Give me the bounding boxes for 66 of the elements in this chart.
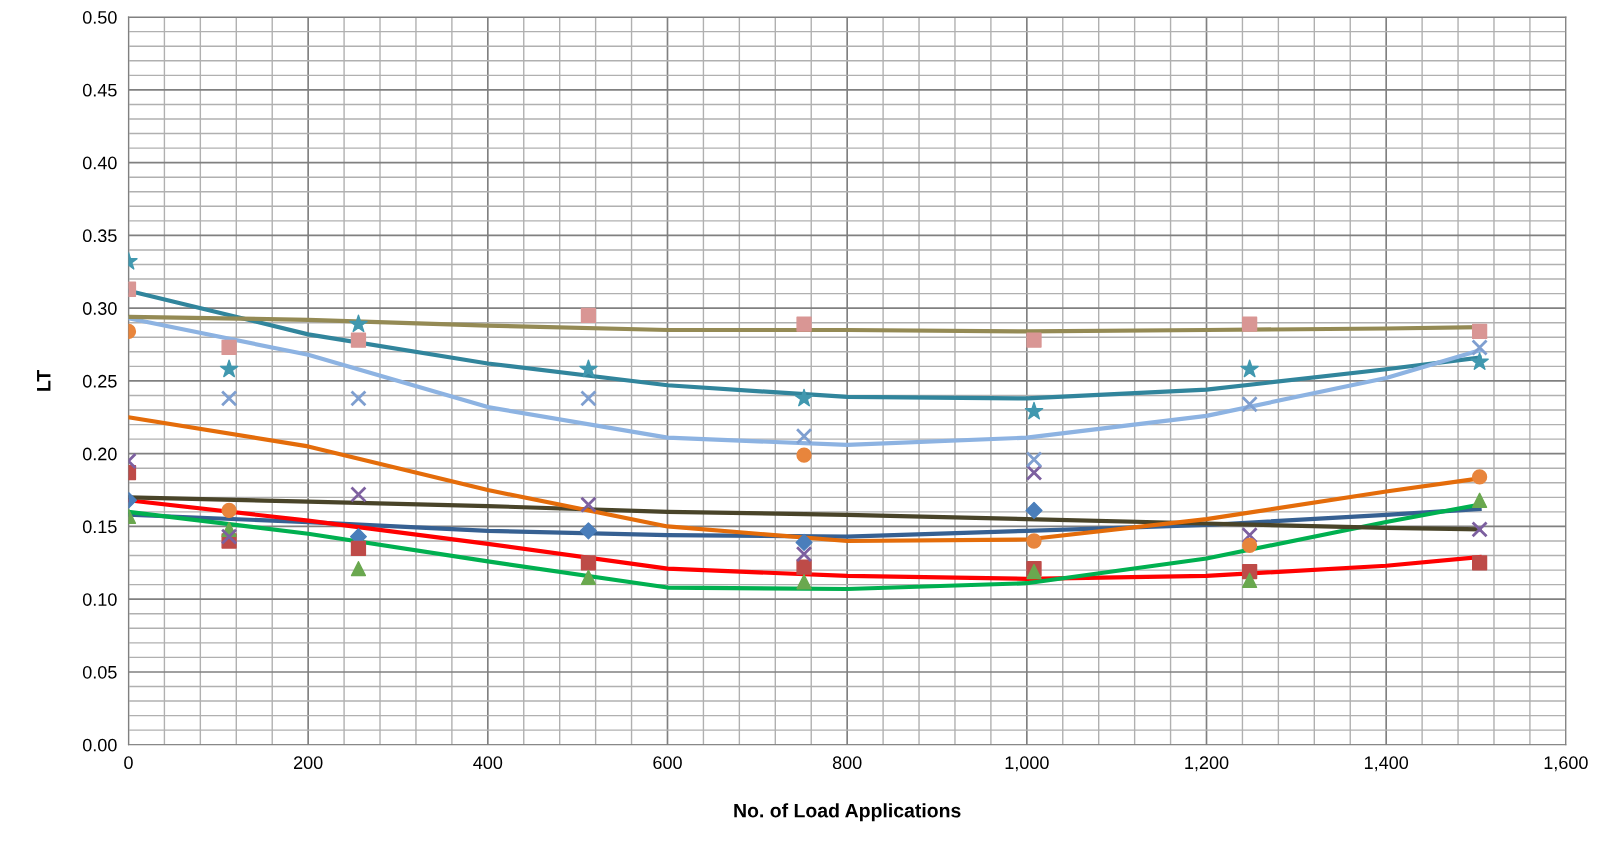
point (1024, 401, 1044, 420)
point (796, 559, 812, 575)
point (1241, 572, 1258, 588)
point (349, 314, 368, 333)
point (580, 496, 597, 513)
point (1241, 316, 1258, 332)
point (350, 486, 367, 503)
point (795, 545, 813, 563)
x-axis-title: No. of Load Applications (734, 803, 961, 822)
y-tick-label: 0.30 (82, 302, 117, 315)
point (220, 390, 238, 407)
point (1026, 332, 1042, 348)
point (1025, 501, 1043, 519)
point (1026, 533, 1042, 549)
x-tick-label: 1,400 (1364, 756, 1409, 772)
point (221, 339, 237, 356)
y-tick-label: 0.10 (82, 593, 117, 606)
y-tick-label: 0.00 (82, 738, 117, 752)
point (796, 447, 812, 463)
point (580, 569, 597, 586)
x-tick-label: 400 (473, 756, 503, 770)
point (580, 307, 597, 324)
point (1471, 339, 1488, 356)
point (1471, 555, 1488, 571)
x-tick-label: 1,600 (1544, 756, 1588, 772)
y-tick-label: 0.40 (82, 156, 117, 170)
point (350, 540, 367, 556)
point (1025, 451, 1043, 468)
point (1471, 521, 1488, 538)
point (350, 332, 367, 348)
point (796, 574, 812, 590)
point (796, 316, 812, 332)
x-tick-label: 0 (124, 756, 133, 770)
x-tick-label: 1,000 (1005, 756, 1049, 772)
point (580, 555, 597, 571)
point (1471, 492, 1488, 508)
y-tick-label: 0.45 (82, 83, 117, 97)
point (350, 561, 367, 577)
x-tick-label: 800 (832, 756, 862, 770)
point (1240, 359, 1259, 378)
point (1241, 537, 1258, 553)
point (1241, 526, 1258, 544)
point (219, 359, 239, 378)
point (221, 502, 237, 519)
point (1471, 323, 1488, 340)
y-axis-title: LT (37, 369, 51, 391)
point (1241, 395, 1258, 413)
y-tick-label: 0.20 (82, 447, 117, 461)
x-tick-label: 600 (653, 756, 682, 770)
point (794, 388, 814, 407)
y-tick-label: 0.35 (82, 229, 117, 243)
point (220, 528, 238, 545)
point (795, 533, 813, 551)
x-tick-label: 200 (294, 756, 323, 770)
y-tick-label: 0.15 (82, 520, 117, 534)
point (1470, 352, 1489, 371)
point (1471, 469, 1488, 485)
point (580, 390, 597, 407)
y-tick-label: 0.25 (82, 374, 117, 388)
x-tick-label: 1,200 (1185, 756, 1229, 772)
point (350, 390, 367, 407)
point (579, 359, 598, 378)
y-tick-label: 0.50 (82, 11, 117, 24)
point (579, 522, 597, 540)
point (795, 427, 813, 445)
y-tick-label: 0.05 (82, 665, 117, 679)
